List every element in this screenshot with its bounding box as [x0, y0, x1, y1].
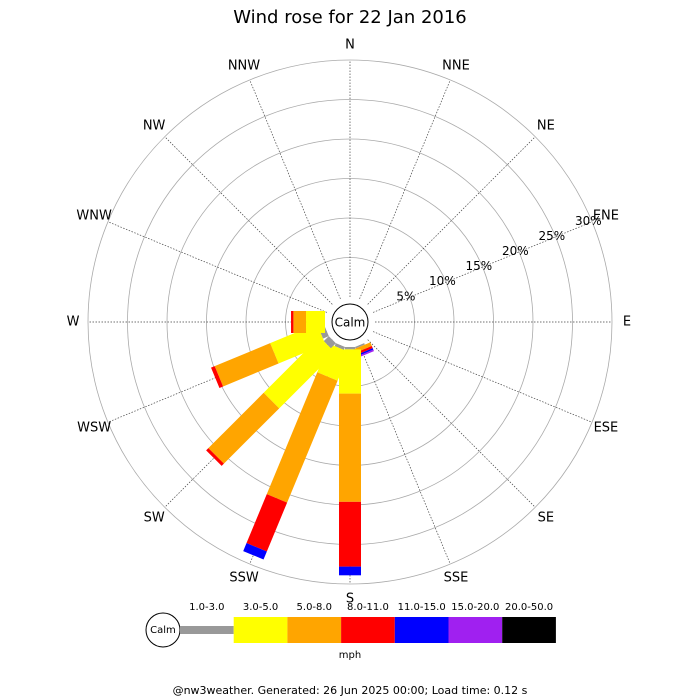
direction-label: NE [537, 119, 555, 134]
legend-swatch [502, 617, 556, 643]
legend-swatch [394, 617, 449, 643]
bar-segment [339, 501, 361, 567]
legend-swatch [233, 617, 288, 643]
spoke [367, 339, 536, 508]
calm-label: Calm [335, 316, 366, 330]
spoke [249, 79, 341, 300]
footer: @nw3weather. Generated: 26 Jun 2025 00:0… [173, 684, 528, 697]
legend-label: 5.0-8.0 [297, 602, 332, 613]
spoke [107, 221, 328, 313]
legend-swatch [448, 617, 503, 643]
spoke [367, 136, 536, 305]
legend-label: 1.0-3.0 [189, 602, 224, 613]
r-tick-label: 5% [396, 289, 415, 303]
calm-circle [331, 303, 369, 341]
direction-label: SE [538, 510, 554, 525]
direction-bar [339, 347, 361, 576]
bar-segment [214, 343, 279, 387]
direction-label: NW [143, 119, 166, 134]
bar-segment [306, 311, 325, 333]
r-tick-label: 25% [539, 229, 566, 243]
direction-label: W [67, 315, 80, 330]
legend-label: 20.0-50.0 [505, 602, 553, 613]
direction-label: SSW [229, 570, 259, 585]
bar-segment [211, 366, 224, 388]
bar-segment [263, 336, 336, 409]
direction-label: ESE [594, 421, 619, 436]
direction-label: WNW [76, 208, 112, 223]
direction-label: NNW [228, 59, 260, 74]
legend-label: 8.0-11.0 [347, 602, 389, 613]
bar-segment [266, 372, 338, 503]
ring [87, 59, 613, 585]
spoke [359, 79, 451, 300]
bar-segment [206, 448, 224, 466]
spoke [372, 331, 593, 423]
bars [206, 311, 374, 576]
spoke [164, 136, 333, 305]
direction-label: NNE [442, 59, 470, 74]
bar-segment [243, 543, 267, 560]
bar-segment [339, 393, 361, 502]
direction-label: SW [144, 510, 165, 525]
bar-segment [345, 347, 355, 350]
legend-label: 11.0-15.0 [398, 602, 446, 613]
spoke [372, 221, 593, 313]
r-tick-label: 15% [466, 259, 493, 273]
legend-calm-label: Calm [150, 625, 176, 636]
bar-segment [291, 311, 294, 333]
r-tick-label: 10% [429, 274, 456, 288]
direction-label: N [345, 38, 355, 53]
bar-segment [270, 323, 326, 364]
r-tick-label: 20% [502, 244, 529, 258]
direction-label: E [623, 315, 631, 330]
bar-segment [339, 566, 361, 576]
legend-swatch [341, 617, 395, 643]
chart-title: Wind rose for 22 Jan 2016 [233, 7, 467, 28]
direction-bar [291, 311, 325, 333]
legend-swatch [287, 617, 342, 643]
bar-segment [323, 336, 336, 349]
bar-segment [334, 343, 346, 350]
direction-bar [206, 336, 336, 466]
direction-label: SSE [444, 570, 469, 585]
direction-label: WSW [77, 421, 111, 436]
bar-segment [354, 343, 365, 349]
direction-label: ENE [593, 208, 619, 223]
legend-unit: mph [339, 650, 361, 661]
direction-label: S [346, 592, 354, 607]
legend-label: 15.0-20.0 [451, 602, 499, 613]
r-tick-label: 30% [575, 214, 602, 228]
legend-label: 3.0-5.0 [243, 602, 278, 613]
legend-swatch [180, 626, 234, 634]
bar-segment [208, 392, 280, 464]
bar-segment [293, 311, 307, 333]
bar-segment [246, 494, 288, 552]
spoke [359, 344, 451, 565]
